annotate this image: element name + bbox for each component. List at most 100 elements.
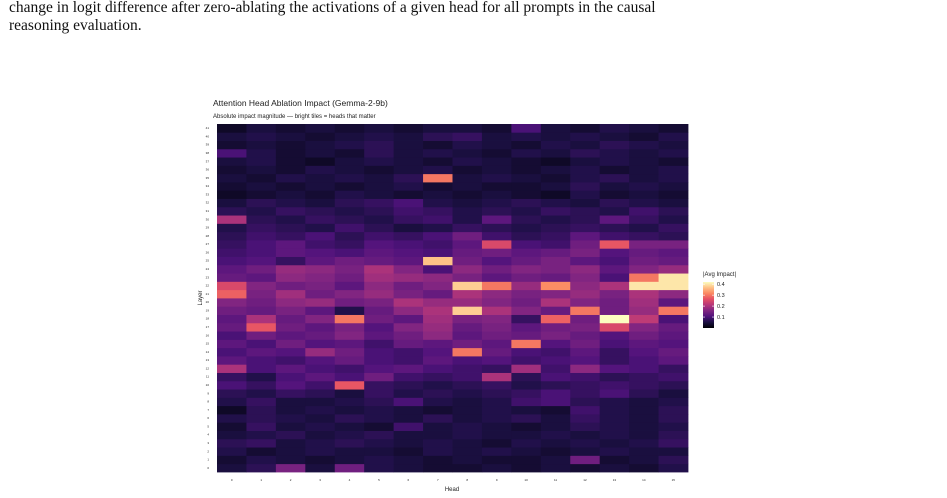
heat-cell xyxy=(217,356,247,365)
heat-cell xyxy=(217,339,247,349)
heat-cell xyxy=(629,422,659,431)
heat-cell xyxy=(452,240,483,249)
heat-cell xyxy=(334,298,365,307)
heat-cell xyxy=(334,223,365,233)
heat-cell xyxy=(334,256,365,266)
heat-cell xyxy=(423,198,453,208)
heat-cell xyxy=(452,190,483,199)
y-tick-label: 5 xyxy=(207,424,209,428)
heat-cell xyxy=(305,281,336,291)
heat-cell xyxy=(511,447,542,456)
heat-cell xyxy=(511,397,542,407)
heat-cell xyxy=(570,389,601,398)
heat-cell xyxy=(540,364,571,373)
heat-cell xyxy=(217,240,247,249)
heat-cell xyxy=(423,447,453,456)
heat-cell xyxy=(481,165,512,175)
heat-cell xyxy=(658,331,689,340)
heat-cell xyxy=(481,240,512,249)
heat-cell xyxy=(364,455,395,465)
heat-cell xyxy=(364,157,395,166)
heat-cell xyxy=(275,231,306,241)
heat-cell xyxy=(334,140,365,150)
heat-cell xyxy=(364,223,395,233)
heat-cell xyxy=(217,289,247,299)
heat-cell xyxy=(511,298,542,307)
y-tick-label: 9 xyxy=(207,391,209,395)
heat-cell xyxy=(570,322,601,332)
heat-cell xyxy=(305,347,336,357)
heat-cell xyxy=(540,380,571,390)
heat-cell xyxy=(393,289,424,299)
heat-cell xyxy=(481,289,512,299)
heat-cell xyxy=(334,132,365,141)
heat-cell xyxy=(629,198,659,208)
heat-cell xyxy=(658,264,689,274)
heat-cell xyxy=(423,430,453,440)
heat-cell xyxy=(275,364,306,373)
heat-cell xyxy=(275,438,306,448)
y-tick-label: 29 xyxy=(206,226,210,230)
heat-cell xyxy=(246,165,277,175)
heat-cell xyxy=(511,356,542,365)
heat-cell xyxy=(629,389,659,398)
x-tick-label: 2 xyxy=(290,478,292,482)
heat-cell xyxy=(629,463,659,473)
heat-cell xyxy=(423,422,453,431)
heat-cell xyxy=(393,331,424,340)
heat-cell xyxy=(364,364,395,373)
heat-cell xyxy=(481,132,512,141)
heat-cell xyxy=(570,405,601,415)
heat-cell xyxy=(629,438,659,448)
heat-cell xyxy=(540,157,571,166)
heat-cell xyxy=(217,347,247,357)
heat-cell xyxy=(511,256,542,266)
heat-cell xyxy=(246,438,277,448)
heat-cell xyxy=(275,256,306,266)
y-tick-label: 21 xyxy=(206,292,210,296)
heat-cell xyxy=(540,240,571,249)
heat-cell xyxy=(452,132,483,141)
heat-cell xyxy=(481,322,512,332)
heat-cell xyxy=(246,422,277,431)
y-tick-label: 2 xyxy=(207,449,209,453)
heat-cell xyxy=(364,256,395,266)
heat-cell xyxy=(364,430,395,440)
heat-cell xyxy=(246,231,277,241)
x-axis-label: Head xyxy=(445,487,459,493)
heat-cell xyxy=(599,165,630,175)
heat-cell xyxy=(570,347,601,357)
heat-cell xyxy=(246,157,277,166)
heat-cell xyxy=(217,190,247,199)
y-tick-label: 16 xyxy=(206,333,210,337)
heat-cell xyxy=(481,380,512,390)
heat-cell xyxy=(658,314,689,324)
heat-cell xyxy=(481,447,512,456)
heat-cell xyxy=(334,414,365,423)
heat-cell xyxy=(305,140,336,150)
heat-cell xyxy=(275,132,306,141)
heat-cell xyxy=(599,248,630,257)
heat-cell xyxy=(334,422,365,431)
heat-cell xyxy=(540,198,571,208)
heat-cell xyxy=(452,157,483,166)
heat-cell xyxy=(599,356,630,365)
heat-cell xyxy=(452,339,483,349)
heat-cell xyxy=(423,165,453,175)
heat-cell xyxy=(599,447,630,456)
heat-cell xyxy=(481,389,512,398)
heat-cell xyxy=(658,140,689,150)
heat-cell xyxy=(481,206,512,216)
heat-cell xyxy=(570,289,601,299)
heat-cell xyxy=(599,157,630,166)
heat-cell xyxy=(217,157,247,166)
heat-cell xyxy=(599,422,630,431)
heat-cell xyxy=(570,223,601,233)
heat-cell xyxy=(305,148,336,158)
heat-cell xyxy=(423,306,453,315)
heat-cell xyxy=(423,132,453,141)
heat-cell xyxy=(511,347,542,357)
heat-cell xyxy=(481,157,512,166)
x-tick-label: 13 xyxy=(613,478,617,482)
heat-cell xyxy=(599,173,630,183)
